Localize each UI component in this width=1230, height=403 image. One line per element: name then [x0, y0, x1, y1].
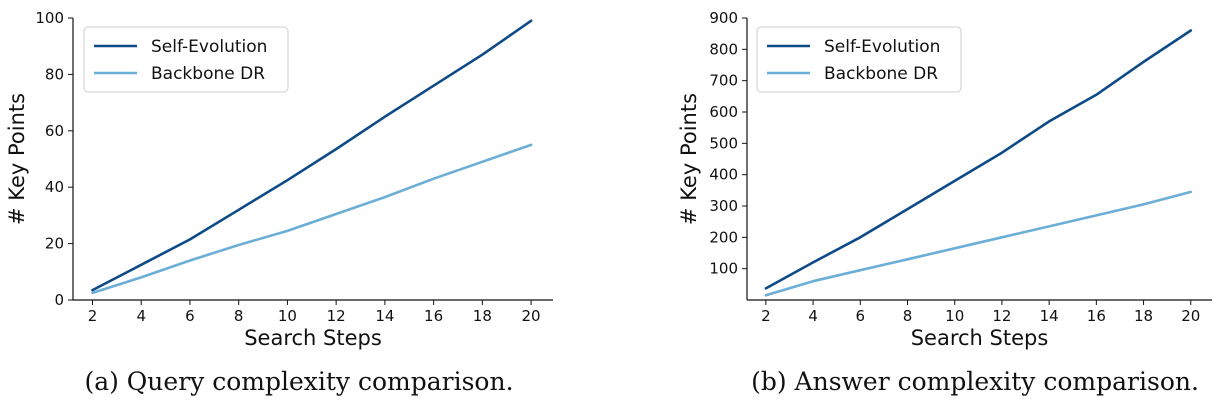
chart-panel-a: 2 4 6 8 10 12 14 16 18 20 0 20 40 60 80 100 Search Steps… [5, 9, 553, 396]
legend: Self-Evolution Backbone DR [83, 26, 289, 93]
x-tick-label: 6 [856, 307, 866, 325]
y-tick-label: 200 [709, 228, 738, 246]
figure-caption: (b) Answer complexity comparison. [751, 367, 1199, 396]
x-tick-label: 12 [327, 307, 346, 325]
y-tick-label: 400 [709, 166, 738, 184]
y-tick-label: 20 [45, 235, 64, 253]
series-line-self-evolution [91, 19, 533, 292]
series-line-backbone-dr [91, 143, 533, 295]
legend-box [756, 26, 962, 93]
y-tick-label: 700 [709, 72, 738, 90]
y-axis-label: # Key Points [5, 93, 29, 225]
y-tick-label: 100 [35, 9, 64, 27]
y-tick-label: 600 [709, 103, 738, 121]
y-tick-label: 300 [709, 197, 738, 215]
x-tick-label: 8 [903, 307, 913, 325]
x-tick-label: 4 [808, 307, 818, 325]
x-tick-label: 14 [1040, 307, 1059, 325]
chart-panel-b: 2 4 6 8 10 12 14 16 18 20 100 200 300 400 500 600 700 800… [677, 9, 1212, 396]
y-tick-label: 40 [45, 178, 64, 196]
x-tick-label: 20 [1181, 307, 1200, 325]
legend: Self-Evolution Backbone DR [756, 26, 962, 93]
legend-label: Self-Evolution [824, 37, 940, 57]
x-tick-label: 2 [88, 307, 98, 325]
legend-box [83, 26, 289, 93]
x-axis-label: Search Steps [911, 326, 1049, 350]
y-tick-label: 0 [54, 291, 64, 309]
legend-label: Backbone DR [151, 64, 265, 84]
x-tick-label: 14 [375, 307, 394, 325]
x-tick-label: 4 [136, 307, 146, 325]
y-axis-label: # Key Points [677, 93, 701, 225]
y-tick-label: 800 [709, 40, 738, 58]
x-tick-label: 16 [1087, 307, 1106, 325]
x-tick-label: 16 [424, 307, 443, 325]
x-tick-label: 10 [945, 307, 964, 325]
y-tick-label: 60 [45, 122, 64, 140]
x-tick-label: 8 [234, 307, 244, 325]
x-tick-label: 6 [185, 307, 195, 325]
y-tick-label: 80 [45, 65, 64, 83]
series-line-self-evolution [764, 29, 1193, 290]
x-tick-label: 2 [761, 307, 771, 325]
x-tick-label: 20 [522, 307, 541, 325]
series-line-backbone-dr [764, 190, 1193, 297]
x-tick-label: 18 [473, 307, 492, 325]
legend-label: Backbone DR [824, 64, 938, 84]
x-axis-label: Search Steps [244, 326, 382, 350]
y-tick-label: 100 [709, 260, 738, 278]
x-tick-label: 12 [992, 307, 1011, 325]
y-tick-label: 500 [709, 134, 738, 152]
legend-label: Self-Evolution [151, 37, 267, 57]
x-tick-label: 10 [278, 307, 297, 325]
x-tick-label: 18 [1134, 307, 1153, 325]
figure-caption: (a) Query complexity comparison. [84, 367, 513, 396]
y-tick-label: 900 [709, 9, 738, 27]
